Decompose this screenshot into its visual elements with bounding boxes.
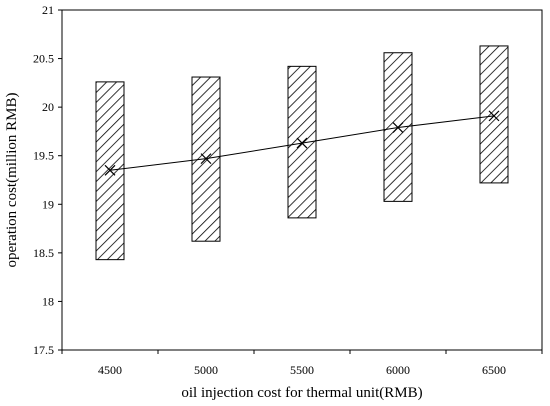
y-tick-label: 18	[42, 294, 54, 308]
x-marker-point	[392, 122, 404, 133]
x-marker-point	[296, 137, 308, 149]
x-marker-point	[104, 164, 116, 176]
y-tick-label: 17.5	[33, 343, 54, 357]
y-tick-label: 21	[42, 3, 54, 17]
x-tick-label: 6500	[482, 363, 506, 377]
y-tick-label: 18.5	[33, 246, 54, 260]
y-axis-ticks: 17.5 18 18.5 19 19.5 20 20.5 21	[33, 3, 62, 357]
x-tick-label: 5000	[194, 363, 218, 377]
range-bar	[287, 65, 317, 219]
y-axis-title: operation cost(million RMB)	[4, 93, 20, 268]
y-tick-label: 20.5	[33, 52, 54, 66]
x-axis-title: oil injection cost for thermal unit(RMB)	[181, 385, 422, 401]
x-marker-point	[200, 153, 212, 165]
x-axis-ticks: 4500 5000 5500 6000 6500	[61, 350, 543, 377]
range-bar	[479, 45, 509, 184]
y-tick-label: 19.5	[33, 149, 54, 163]
y-tick-label: 20	[42, 100, 54, 114]
x-tick-label: 4500	[98, 363, 122, 377]
x-tick-label: 6000	[386, 363, 410, 377]
x-tick-label: 5500	[290, 363, 314, 377]
average-line	[104, 110, 500, 176]
y-tick-label: 19	[42, 197, 54, 211]
x-marker-point	[488, 110, 500, 122]
